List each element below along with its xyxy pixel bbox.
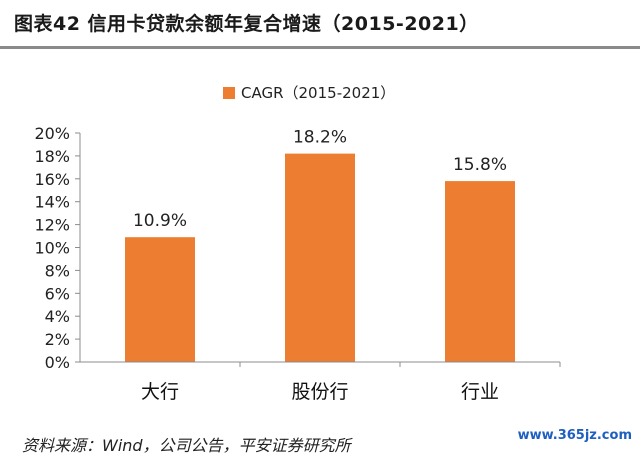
data-labels: 10.9% 18.2% 15.8% (133, 128, 507, 232)
x-axis: 大行 股份行 行业 (80, 361, 561, 403)
y-tick-label: 8% (45, 261, 70, 280)
y-tick-label: 4% (45, 307, 70, 326)
y-tick-label: 20% (34, 124, 70, 143)
y-tick-label: 10% (34, 239, 70, 258)
bar-chart: CAGR（2015-2021） 0% 2% 4% 6% 8% 10% 12% 14% 16% 18… (34, 84, 561, 403)
title-divider (0, 46, 640, 49)
y-tick-label: 2% (45, 330, 70, 349)
bar (125, 237, 195, 362)
source-note: 资料来源：Wind，公司公告，平安证券研究所 (22, 436, 351, 455)
bars (125, 153, 515, 362)
bar (285, 153, 355, 362)
chart-title: 图表42 信用卡贷款余额年复合增速（2015-2021） (14, 13, 479, 35)
x-tick-label: 股份行 (291, 381, 348, 403)
data-label: 15.8% (453, 155, 507, 175)
data-label: 18.2% (293, 128, 347, 148)
title-bar: 图表42 信用卡贷款余额年复合增速（2015-2021） (0, 0, 640, 44)
y-tick-label: 14% (34, 193, 70, 212)
watermark: www.365jz.com (517, 428, 632, 443)
legend-swatch (223, 87, 235, 99)
y-axis: 0% 2% 4% 6% 8% 10% 12% 14% 16% 18% 20% (34, 124, 81, 372)
x-tick-label: 行业 (461, 381, 499, 403)
legend-label: CAGR（2015-2021） (241, 84, 395, 102)
x-tick-label: 大行 (141, 381, 179, 403)
data-label: 10.9% (133, 211, 187, 231)
bar (445, 181, 515, 362)
y-tick-label: 0% (45, 353, 70, 372)
y-tick-label: 16% (34, 170, 70, 189)
y-tick-label: 18% (34, 147, 70, 166)
legend: CAGR（2015-2021） (223, 84, 395, 102)
y-tick-label: 12% (34, 216, 70, 235)
y-tick-label: 6% (45, 284, 70, 303)
